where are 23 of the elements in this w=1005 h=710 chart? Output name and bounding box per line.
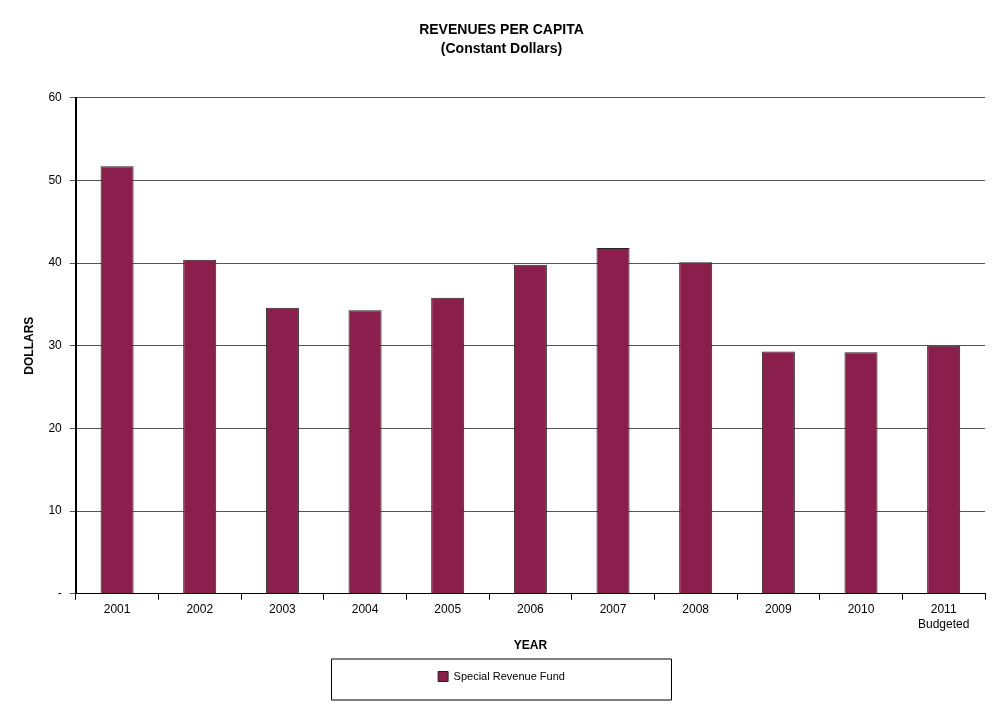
- x-tick-label: 2003: [269, 602, 297, 617]
- x-tick-label: 2007: [599, 602, 627, 617]
- legend-label: Special Revenue Fund: [453, 669, 565, 682]
- y-tick-label: 20: [48, 420, 63, 435]
- x-tick-label: 2011 Budgeted: [917, 602, 970, 631]
- x-tick-label: 2001: [103, 602, 131, 617]
- x-tick-label: 2006: [517, 602, 545, 617]
- y-tick-label: -: [57, 586, 62, 601]
- x-tick-label: 2004: [351, 602, 379, 617]
- x-axis-title: YEAR: [513, 638, 548, 653]
- y-tick-label: 10: [48, 503, 63, 518]
- x-tick-label: 2009: [765, 602, 793, 617]
- y-tick-label: 50: [48, 172, 63, 187]
- y-tick-label: 60: [48, 89, 63, 104]
- chart-title: REVENUES PER CAPITA: [419, 21, 584, 38]
- x-tick-label: 2008: [682, 602, 710, 617]
- x-tick-label: 2005: [434, 602, 462, 617]
- x-tick-label: 2002: [186, 602, 214, 617]
- y-tick-label: 40: [48, 255, 63, 270]
- y-tick-label: 30: [48, 338, 63, 353]
- y-axis-title: DOLLARS: [21, 316, 36, 375]
- chart-subtitle: (Constant Dollars): [440, 40, 563, 57]
- x-tick-label: 2010: [847, 602, 875, 617]
